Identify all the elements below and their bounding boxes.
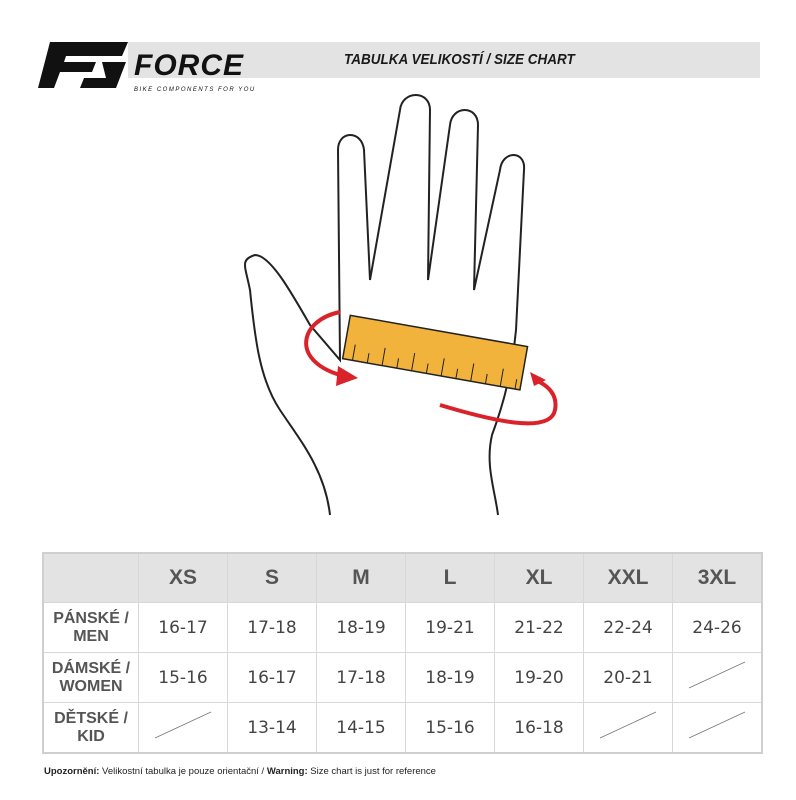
size-value: 20-21 bbox=[583, 652, 673, 703]
size-value: 16-17 bbox=[138, 602, 228, 653]
size-value: 18-19 bbox=[405, 652, 495, 703]
size-header: XXL bbox=[583, 552, 673, 603]
table-row: PÁNSKÉ / MEN 16-17 17-18 18-19 19-21 21-22 22-2… bbox=[42, 602, 763, 653]
size-value: 22-24 bbox=[583, 602, 673, 653]
size-value: 18-19 bbox=[316, 602, 406, 653]
size-value: 19-20 bbox=[494, 652, 584, 703]
size-value: 15-16 bbox=[138, 652, 228, 703]
table-row: DÁMSKÉ / WOMEN 15-16 16-17 17-18 18-19 19-20 20… bbox=[42, 652, 763, 703]
row-label: DĚTSKÉ / KID bbox=[42, 702, 139, 754]
ruler-icon bbox=[341, 314, 529, 391]
hand-illustration bbox=[244, 94, 558, 516]
size-header: 3XL bbox=[672, 552, 763, 603]
size-value: 16-18 bbox=[494, 702, 584, 754]
size-value: 13-14 bbox=[227, 702, 317, 754]
table-header-row: XS S M L XL XXL 3XL bbox=[42, 552, 763, 603]
not-available-slash-icon bbox=[672, 652, 763, 703]
not-available-slash-icon bbox=[138, 702, 228, 754]
size-value: 17-18 bbox=[316, 652, 406, 703]
measure-arrow-icon bbox=[304, 310, 558, 426]
brand-name: FORCE bbox=[134, 49, 244, 82]
size-header: XL bbox=[494, 552, 584, 603]
size-value: 16-17 bbox=[227, 652, 317, 703]
size-value: 14-15 bbox=[316, 702, 406, 754]
size-value: 24-26 bbox=[672, 602, 763, 653]
size-value: 21-22 bbox=[494, 602, 584, 653]
row-label: PÁNSKÉ / MEN bbox=[42, 602, 139, 653]
size-header: L bbox=[405, 552, 495, 603]
size-value: 17-18 bbox=[227, 602, 317, 653]
page-title: TABULKA VELIKOSTÍ / SIZE CHART bbox=[344, 51, 575, 68]
not-available-slash-icon bbox=[672, 702, 763, 754]
size-table: XS S M L XL XXL 3XL PÁNSKÉ / MEN 16-17 17-1… bbox=[42, 552, 763, 754]
force-logo-icon bbox=[38, 42, 128, 88]
table-row: DĚTSKÉ / KID 13-14 14-15 15-16 16-18 bbox=[42, 702, 763, 754]
size-value: 15-16 bbox=[405, 702, 495, 754]
not-available-slash-icon bbox=[583, 702, 673, 754]
row-label: DÁMSKÉ / WOMEN bbox=[42, 652, 139, 703]
size-header: XS bbox=[138, 552, 228, 603]
size-header: S bbox=[227, 552, 317, 603]
header-band bbox=[128, 42, 760, 78]
size-header: M bbox=[316, 552, 406, 603]
brand-tagline: BIKE COMPONENTS FOR YOU bbox=[134, 87, 256, 93]
size-value: 19-21 bbox=[405, 602, 495, 653]
footer-warning: Upozornění: Velikostní tabulka je pouze … bbox=[44, 766, 436, 777]
